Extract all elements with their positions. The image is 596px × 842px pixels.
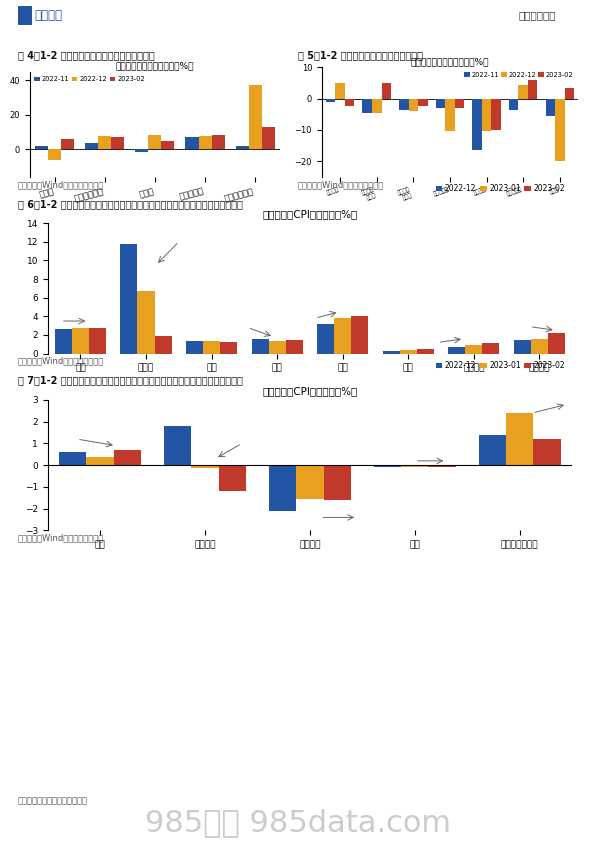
Bar — [514, 339, 531, 354]
Bar — [55, 329, 72, 354]
Bar — [409, 99, 418, 111]
Bar — [61, 139, 74, 149]
FancyBboxPatch shape — [18, 6, 32, 24]
Bar — [185, 137, 198, 149]
Bar — [362, 99, 372, 113]
Bar — [533, 440, 561, 465]
Bar — [528, 80, 538, 99]
Bar — [374, 465, 401, 467]
Text: 资料来源：Wind，国海证券研究所: 资料来源：Wind，国海证券研究所 — [18, 357, 104, 365]
Bar — [198, 136, 212, 149]
Bar — [465, 345, 482, 354]
Bar — [212, 136, 225, 149]
Bar — [482, 99, 491, 131]
Legend: 2022-12, 2023-01, 2023-02: 2022-12, 2023-01, 2023-02 — [433, 358, 569, 373]
Bar — [148, 135, 162, 149]
Bar — [219, 465, 246, 491]
Bar — [351, 317, 368, 354]
Bar — [400, 350, 417, 354]
Bar — [455, 99, 464, 108]
Bar — [72, 328, 89, 354]
Bar — [252, 338, 269, 354]
Bar — [191, 465, 219, 468]
Text: 请务必阅读正文后免责条款部分: 请务必阅读正文后免责条款部分 — [18, 797, 88, 805]
Bar — [491, 99, 501, 130]
Bar — [548, 333, 565, 354]
Bar — [269, 465, 296, 511]
Bar — [59, 452, 86, 465]
Bar — [89, 328, 106, 354]
Bar — [564, 88, 574, 99]
Bar — [48, 149, 61, 160]
Bar — [334, 318, 351, 354]
Bar — [479, 434, 506, 465]
Text: 985数据 985data.com: 985数据 985data.com — [145, 808, 451, 838]
Bar — [324, 465, 351, 500]
Title: 可选类消费社零同比增速（%）: 可选类消费社零同比增速（%） — [411, 57, 489, 67]
Bar — [164, 426, 191, 465]
Bar — [372, 99, 381, 113]
Text: 图 7：1-2 月可选类消费品价格较为稳定，医疗保健消费品价格环比呈现上升趋势: 图 7：1-2 月可选类消费品价格较为稳定，医疗保健消费品价格环比呈现上升趋势 — [18, 376, 243, 386]
Bar — [317, 324, 334, 354]
Legend: 2022-11, 2022-12, 2023-02: 2022-11, 2022-12, 2023-02 — [33, 75, 146, 83]
Bar — [545, 99, 555, 116]
Title: 必选类消费社零同比增速（%）: 必选类消费社零同比增速（%） — [116, 61, 194, 71]
Bar — [326, 99, 336, 102]
Title: 可选类消费CPI同比增速（%）: 可选类消费CPI同比增速（%） — [262, 386, 358, 397]
Bar — [482, 344, 499, 354]
Bar — [285, 339, 303, 354]
Bar — [345, 99, 355, 106]
Bar — [86, 456, 114, 465]
Bar — [506, 413, 533, 465]
Bar — [249, 85, 262, 149]
Bar — [531, 338, 548, 354]
Bar — [381, 83, 391, 99]
Bar — [186, 341, 203, 354]
Bar — [262, 127, 275, 149]
Bar — [417, 349, 434, 354]
Text: 资料来源：Wind，国海证券研究所: 资料来源：Wind，国海证券研究所 — [18, 180, 104, 189]
Bar — [399, 99, 409, 109]
Bar — [135, 149, 148, 152]
Text: 资料来源：Wind，国海证券研究所: 资料来源：Wind，国海证券研究所 — [298, 180, 384, 189]
Bar — [203, 341, 220, 354]
Bar — [336, 83, 345, 99]
Legend: 2022-12, 2023-01, 2023-02: 2022-12, 2023-01, 2023-02 — [433, 181, 569, 196]
Bar — [138, 291, 154, 354]
Bar — [555, 99, 564, 161]
Text: 图 6：1-2 月必选类消费品价格较为稳定，医疗保健消费品价格环比呈现上升趋势: 图 6：1-2 月必选类消费品价格较为稳定，医疗保健消费品价格环比呈现上升趋势 — [18, 199, 243, 209]
Bar — [111, 137, 125, 149]
Bar — [120, 243, 138, 354]
Bar — [35, 146, 48, 149]
Bar — [114, 450, 141, 465]
Bar — [448, 347, 465, 354]
Bar — [154, 336, 172, 354]
Bar — [418, 99, 428, 106]
Legend: 2022-11, 2022-12, 2023-02: 2022-11, 2022-12, 2023-02 — [463, 71, 575, 79]
Text: 国海证券: 国海证券 — [35, 8, 63, 22]
Text: 资料来源：Wind，国海证券研究所: 资料来源：Wind，国海证券研究所 — [18, 534, 104, 542]
Bar — [235, 146, 249, 149]
Bar — [85, 143, 98, 149]
Bar — [98, 136, 111, 149]
Bar — [445, 99, 455, 131]
Bar — [220, 342, 237, 354]
Title: 必选类消费CPI同比增速（%）: 必选类消费CPI同比增速（%） — [262, 210, 358, 220]
Bar — [269, 341, 285, 354]
Bar — [429, 465, 456, 467]
Bar — [401, 465, 429, 467]
Bar — [162, 141, 175, 149]
Text: 图 4：1-2 月必选消费品数量变化整体表现稳健: 图 4：1-2 月必选消费品数量变化整体表现稳健 — [18, 50, 154, 60]
Bar — [296, 465, 324, 499]
Text: 证券研究报告: 证券研究报告 — [518, 10, 555, 20]
Bar — [509, 99, 519, 109]
Text: 图 5：1-2 月可选消费品数量变化表现分化: 图 5：1-2 月可选消费品数量变化表现分化 — [298, 50, 423, 60]
Bar — [472, 99, 482, 150]
Bar — [436, 99, 445, 108]
Bar — [383, 351, 400, 354]
Bar — [519, 84, 528, 99]
